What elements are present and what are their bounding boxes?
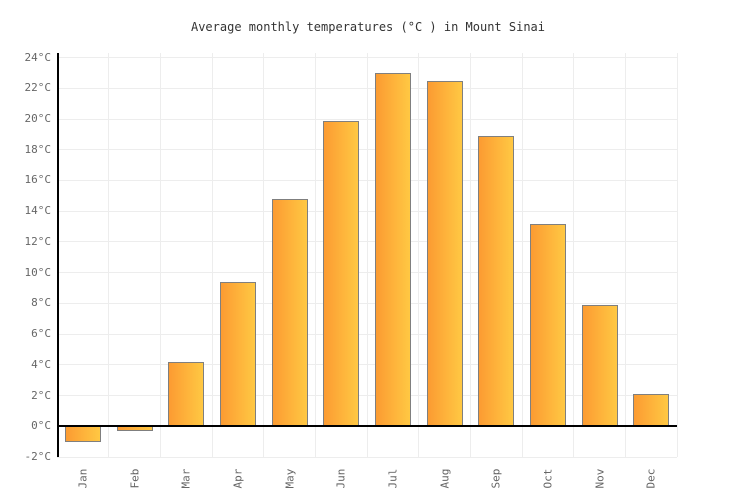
bar-jun [323, 120, 360, 427]
gridline-horizontal [57, 456, 677, 458]
y-axis-spine [57, 53, 59, 457]
y-tick-label: 4°C [31, 357, 51, 371]
x-tick-label-jul: Jul [386, 468, 400, 488]
x-tick-label-box: Nov [574, 459, 626, 497]
x-tick-label-box: Apr [212, 459, 264, 497]
x-tick-label-jan: Jan [76, 468, 90, 488]
x-tick-label-mar: Mar [179, 468, 193, 488]
x-tick-label-feb: Feb [127, 468, 141, 488]
x-tick-label-dec: Dec [644, 468, 658, 488]
x-tick-label-nov: Nov [592, 468, 606, 488]
x-tick-label-oct: Oct [541, 468, 555, 488]
y-tick-label: 8°C [31, 296, 51, 310]
x-tick-label-box: Jul [367, 459, 419, 497]
x-tick-label-jun: Jun [334, 468, 348, 488]
gridline-vertical [314, 53, 316, 457]
gridline-vertical [366, 53, 368, 457]
x-tick-label-box: May [264, 459, 316, 497]
y-tick-label: 22°C [24, 81, 52, 95]
gridline-vertical [418, 53, 420, 457]
x-tick-label-box: Jun [315, 459, 367, 497]
y-tick-label: 14°C [24, 204, 52, 218]
y-tick-label: 2°C [31, 388, 51, 402]
bar-mar [168, 361, 205, 427]
bar-apr [219, 281, 256, 427]
x-tick-label-box: Oct [522, 459, 574, 497]
y-tick-label: 16°C [24, 173, 52, 187]
gridline-vertical [573, 53, 575, 457]
gridline-vertical [159, 53, 161, 457]
bar-nov [581, 304, 618, 427]
x-tick-label-apr: Apr [231, 468, 245, 488]
bar-dec [633, 394, 670, 427]
y-tick-label: -2°C [24, 450, 52, 463]
y-tick-label: 20°C [24, 112, 52, 126]
gridline-vertical [211, 53, 213, 457]
gridline-vertical [263, 53, 265, 457]
y-tick-label: 24°C [24, 50, 52, 64]
chart-title: Average monthly temperatures (°C ) in Mo… [190, 20, 545, 34]
bar-jan [64, 426, 101, 442]
gridline-vertical [521, 53, 523, 457]
bar-jul [374, 72, 411, 427]
gridline-vertical [676, 53, 678, 457]
bar-may [271, 198, 308, 427]
x-tick-label-box: Dec [625, 459, 677, 497]
x-tick-label-may: May [282, 468, 296, 488]
y-tick-label: 0°C [31, 419, 51, 433]
x-tick-label-box: Mar [160, 459, 212, 497]
gridline-vertical [108, 53, 110, 457]
x-tick-label-box: Aug [419, 459, 471, 497]
x-tick-label-box: Jan [57, 459, 109, 497]
plot-area [57, 53, 678, 458]
bar-oct [529, 223, 566, 427]
y-tick-label: 18°C [24, 142, 52, 156]
x-tick-label-box: Feb [109, 459, 161, 497]
y-tick-label: 6°C [31, 327, 51, 341]
bar-sep [478, 135, 515, 427]
x-tick-label-aug: Aug [437, 468, 451, 488]
gridline-vertical [624, 53, 626, 457]
x-tick-label-box: Sep [470, 459, 522, 497]
y-tick-label: 12°C [24, 234, 52, 248]
zero-axis-line [57, 425, 677, 428]
y-tick-label: 10°C [24, 265, 52, 279]
x-tick-label-sep: Sep [489, 468, 503, 488]
gridline-vertical [469, 53, 471, 457]
bar-aug [426, 80, 463, 427]
